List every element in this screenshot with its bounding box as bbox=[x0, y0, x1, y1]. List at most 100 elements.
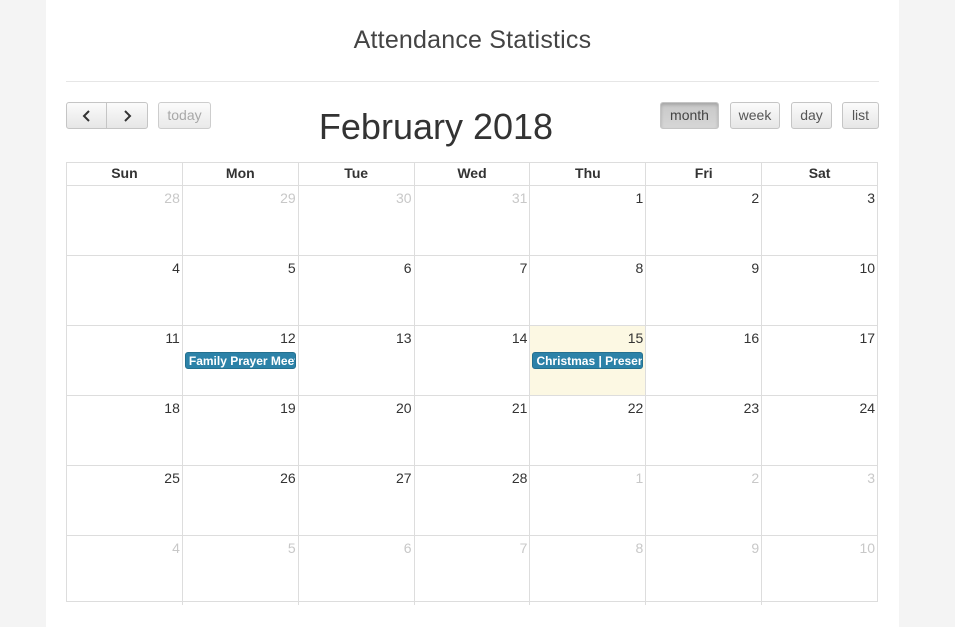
day-cell[interactable]: 11 bbox=[67, 326, 183, 395]
calendar-week-row: 4 5 6 7 8 9 10 bbox=[67, 536, 877, 605]
day-cell[interactable]: 14 bbox=[415, 326, 531, 395]
dow-header-cell: Tue bbox=[299, 163, 415, 185]
day-number: 28 bbox=[511, 470, 528, 486]
day-number: 8 bbox=[635, 260, 644, 276]
day-number: 26 bbox=[280, 470, 296, 486]
day-number: 4 bbox=[172, 540, 180, 556]
view-month-button[interactable]: month bbox=[660, 102, 719, 129]
day-cell[interactable]: 6 bbox=[299, 256, 415, 325]
day-number: 5 bbox=[287, 260, 296, 276]
day-number: 16 bbox=[743, 330, 760, 346]
day-number: 24 bbox=[859, 400, 876, 416]
day-cell[interactable]: 4 bbox=[67, 256, 183, 325]
day-cell[interactable]: 6 bbox=[299, 536, 415, 605]
title-divider bbox=[66, 81, 879, 82]
day-cell[interactable]: 5 bbox=[183, 536, 299, 605]
day-number: 1 bbox=[635, 190, 644, 206]
day-cell[interactable]: 20 bbox=[299, 396, 415, 465]
day-cell[interactable]: 16 bbox=[646, 326, 763, 395]
day-number: 2 bbox=[751, 190, 760, 206]
day-cell[interactable]: 28 bbox=[415, 466, 531, 535]
calendar-event[interactable]: Family Prayer Meeting bbox=[184, 352, 296, 369]
day-number: 18 bbox=[164, 400, 180, 416]
view-week-button[interactable]: week bbox=[730, 102, 780, 129]
day-cell[interactable]: 9 bbox=[646, 536, 763, 605]
day-cell[interactable]: 3 bbox=[762, 186, 877, 255]
day-cell[interactable]: 10 bbox=[762, 256, 877, 325]
day-number: 28 bbox=[164, 190, 180, 206]
dow-header-cell: Thu bbox=[530, 163, 647, 185]
day-number: 2 bbox=[751, 470, 760, 486]
day-cell[interactable]: 2 bbox=[646, 466, 763, 535]
view-day-button[interactable]: day bbox=[791, 102, 832, 129]
day-cell[interactable]: 25 bbox=[67, 466, 183, 535]
day-number: 30 bbox=[396, 190, 412, 206]
prev-button[interactable] bbox=[66, 102, 107, 129]
dow-header-cell: Sun bbox=[67, 163, 183, 185]
day-cell[interactable]: 19 bbox=[183, 396, 299, 465]
day-number: 29 bbox=[280, 190, 296, 206]
day-cell[interactable]: 24 bbox=[762, 396, 877, 465]
day-number: 13 bbox=[396, 330, 412, 346]
calendar-week-row: 28 29 30 31 1 2 3 bbox=[67, 186, 877, 256]
view-list-button[interactable]: list bbox=[842, 102, 879, 129]
day-number: 19 bbox=[280, 400, 296, 416]
day-cell[interactable]: 18 bbox=[67, 396, 183, 465]
day-number: 21 bbox=[511, 400, 528, 416]
calendar-weeks: 28 29 30 31 1 2 3 4 5 6 7 8 9 10 11 12 Family Prayer Mee… bbox=[67, 186, 877, 605]
day-cell[interactable]: 9 bbox=[646, 256, 763, 325]
day-number: 31 bbox=[511, 190, 528, 206]
day-number: 3 bbox=[867, 470, 876, 486]
day-number: 25 bbox=[164, 470, 180, 486]
day-cell[interactable]: 30 bbox=[299, 186, 415, 255]
day-cell[interactable]: 8 bbox=[530, 536, 647, 605]
day-cell[interactable]: 2 bbox=[646, 186, 763, 255]
day-number: 4 bbox=[172, 260, 180, 276]
day-cell[interactable]: 10 bbox=[762, 536, 877, 605]
day-number: 10 bbox=[859, 540, 876, 556]
day-number: 10 bbox=[859, 260, 876, 276]
day-cell-today[interactable]: 15 Christmas | Present bbox=[530, 326, 647, 395]
day-number: 6 bbox=[403, 260, 412, 276]
day-cell[interactable]: 22 bbox=[530, 396, 647, 465]
day-number: 12 bbox=[280, 330, 296, 346]
day-cell[interactable]: 12 Family Prayer Meeting bbox=[183, 326, 299, 395]
day-cell[interactable]: 8 bbox=[530, 256, 647, 325]
day-cell[interactable]: 1 bbox=[530, 186, 647, 255]
day-number: 7 bbox=[519, 540, 528, 556]
day-number: 22 bbox=[627, 400, 644, 416]
day-cell[interactable]: 28 bbox=[67, 186, 183, 255]
day-number: 5 bbox=[287, 540, 296, 556]
day-cell[interactable]: 1 bbox=[530, 466, 647, 535]
day-cell[interactable]: 5 bbox=[183, 256, 299, 325]
day-number: 1 bbox=[635, 470, 644, 486]
calendar-week-row: 4 5 6 7 8 9 10 bbox=[67, 256, 877, 326]
next-button[interactable] bbox=[106, 102, 148, 129]
day-cell[interactable]: 26 bbox=[183, 466, 299, 535]
dow-header-cell: Fri bbox=[646, 163, 763, 185]
day-cell[interactable]: 29 bbox=[183, 186, 299, 255]
today-button[interactable]: today bbox=[158, 102, 211, 129]
day-number: 9 bbox=[751, 540, 760, 556]
calendar-week-row: 25 26 27 28 1 2 3 bbox=[67, 466, 877, 536]
day-cell[interactable]: 27 bbox=[299, 466, 415, 535]
day-number: 7 bbox=[519, 260, 528, 276]
day-cell[interactable]: 31 bbox=[415, 186, 531, 255]
day-cell[interactable]: 7 bbox=[415, 256, 531, 325]
day-cell[interactable]: 7 bbox=[415, 536, 531, 605]
dow-header-cell: Sat bbox=[808, 165, 831, 181]
day-cell[interactable]: 21 bbox=[415, 396, 531, 465]
day-cell[interactable]: 23 bbox=[646, 396, 763, 465]
day-cell[interactable]: 13 bbox=[299, 326, 415, 395]
month-calendar-grid: Sun Mon Tue Wed Thu Fri Sat 28 29 30 31 1 2 3 4… bbox=[66, 162, 878, 605]
day-cell[interactable]: 17 bbox=[762, 326, 877, 395]
day-cell[interactable]: 4 bbox=[67, 536, 183, 605]
calendar-week-row: 11 12 Family Prayer Meeting 13 14 15 Christmas… bbox=[67, 326, 877, 396]
day-number: 14 bbox=[511, 330, 528, 346]
day-number: 8 bbox=[635, 540, 644, 556]
day-number: 17 bbox=[859, 330, 876, 346]
day-cell[interactable]: 3 bbox=[762, 466, 877, 535]
calendar-event[interactable]: Christmas | Present bbox=[532, 352, 644, 369]
calendar-title: February 2018 bbox=[318, 106, 554, 147]
day-number: 27 bbox=[396, 470, 412, 486]
